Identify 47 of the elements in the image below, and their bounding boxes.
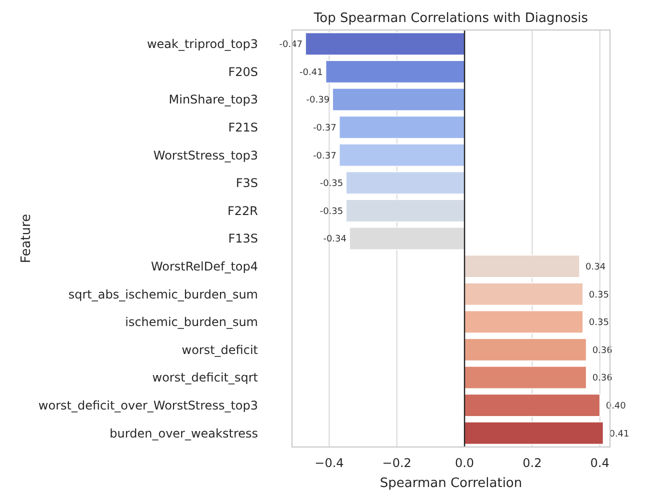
data-label: -0.37 — [313, 151, 336, 162]
data-label: -0.39 — [306, 96, 330, 106]
x-tick-label: −0.2 — [382, 456, 412, 470]
x-axis-title: Spearman Correlation — [380, 476, 522, 491]
y-tick-label: worst_deficit — [182, 342, 258, 357]
bar — [464, 282, 584, 306]
y-tick-label: F22R — [227, 204, 258, 218]
y-tick-label: WorstStress_top3 — [153, 148, 258, 162]
y-tick-label: worst_deficit_over_WorstStress_top3 — [38, 398, 258, 412]
data-label: -0.35 — [320, 206, 344, 217]
y-tick-label: ischemic_burden_sum — [125, 315, 258, 330]
y-tick-label: F3S — [236, 176, 258, 190]
y-tick-label: MinShare_top3 — [168, 92, 258, 107]
y-tick-label: burden_over_weakstress — [110, 426, 258, 440]
data-label: -0.35 — [320, 179, 344, 190]
bar — [338, 144, 465, 167]
bar — [325, 60, 465, 84]
bar — [464, 310, 584, 334]
data-label: -0.47 — [279, 40, 303, 50]
y-axis-title: Feature — [19, 214, 34, 264]
x-tick-label: 0.4 — [590, 456, 610, 470]
y-tick-label: F13S — [228, 232, 258, 246]
data-label: 0.35 — [588, 290, 609, 300]
bar — [464, 254, 580, 278]
bar — [338, 116, 465, 139]
data-label: -0.37 — [313, 123, 336, 134]
bar — [332, 88, 465, 112]
y-tick-label: sqrt_abs_ischemic_burden_sum — [68, 287, 258, 302]
y-tick-label: weak_triprod_top3 — [146, 37, 258, 52]
data-label: 0.34 — [586, 262, 606, 272]
y-tick-label: F21S — [228, 120, 258, 134]
bar — [464, 422, 604, 445]
bar — [346, 171, 465, 194]
data-label: 0.35 — [588, 318, 609, 328]
x-tick-label: 0.0 — [454, 456, 474, 470]
bar — [464, 366, 587, 390]
y-tick-label: F20S — [228, 64, 258, 79]
y-tick-label: worst_deficit_sqrt — [152, 370, 258, 385]
bar — [464, 338, 587, 362]
data-label: -0.41 — [300, 68, 323, 78]
y-tick-label: WorstRelDef_top4 — [150, 260, 258, 274]
bar — [464, 394, 600, 417]
data-label: -0.34 — [323, 234, 347, 245]
x-tick-label: 0.2 — [522, 456, 542, 470]
chart-title: Top Spearman Correlations with Diagnosis — [312, 11, 588, 26]
bar — [305, 32, 465, 56]
x-tick-label: −0.4 — [314, 456, 344, 470]
